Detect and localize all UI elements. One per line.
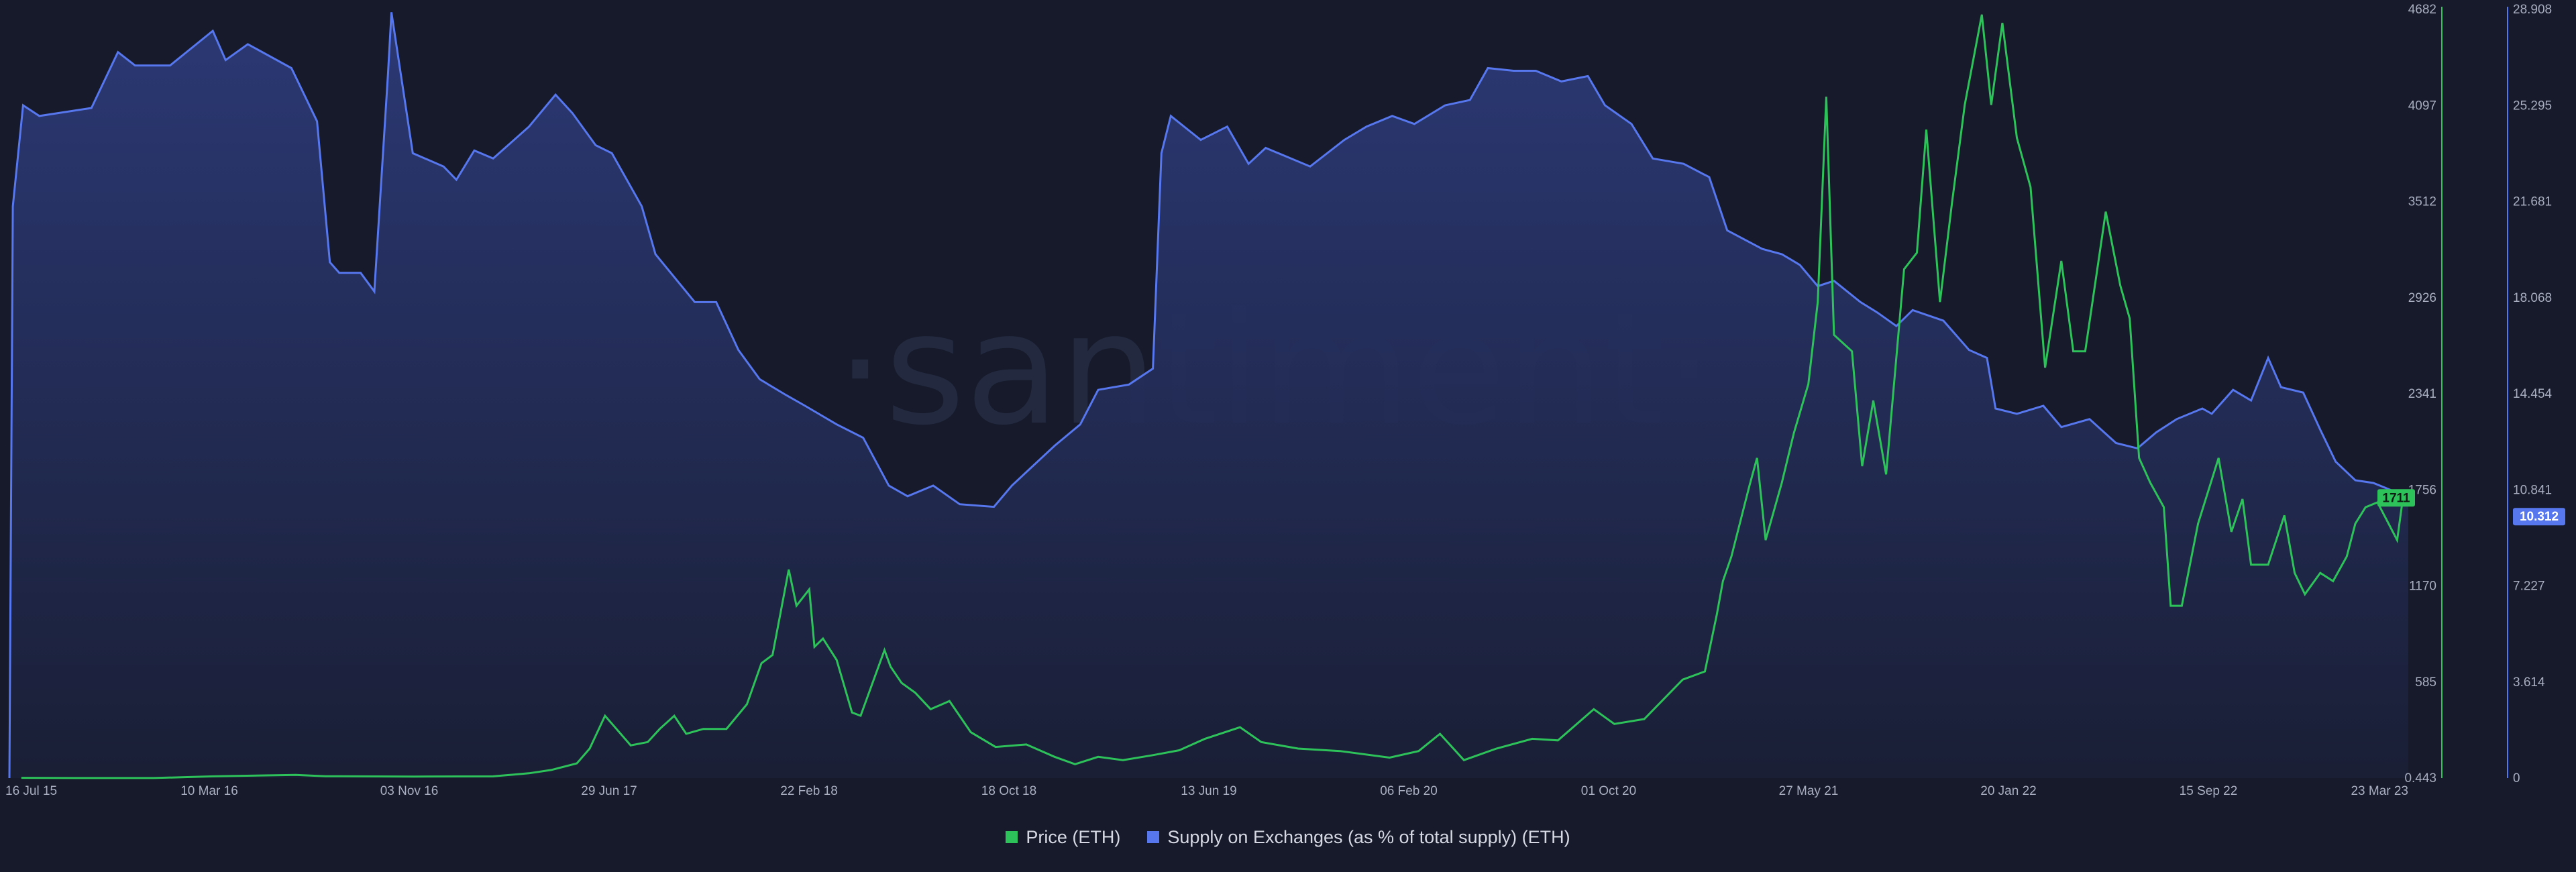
x-axis-tick-label: 10 Mar 16 — [180, 784, 238, 798]
supply-axis-tick-label: 21.681 — [2513, 195, 2552, 209]
price-axis-tick-label: 2926 — [2408, 291, 2436, 305]
price-current-value: 1711 — [2382, 491, 2410, 505]
price-axis-tick-label: 4097 — [2408, 99, 2436, 113]
x-axis-tick-label: 20 Jan 22 — [1980, 784, 2036, 798]
x-axis-tick-label: 16 Jul 15 — [5, 784, 57, 798]
x-axis-tick-label: 23 Mar 23 — [2351, 784, 2408, 798]
legend-swatch-supply — [1147, 831, 1160, 843]
legend-label-price: Price (ETH) — [1026, 826, 1121, 847]
x-axis-tick-label: 22 Feb 18 — [780, 784, 838, 798]
price-axis-tick-label: 1170 — [2409, 580, 2436, 594]
supply-axis-tick-label: 14.454 — [2513, 387, 2553, 401]
price-axis-tick-label: 3512 — [2408, 195, 2436, 209]
x-axis-tick-label: 15 Sep 22 — [2180, 784, 2238, 798]
price-axis-tick-label: 4682 — [2408, 3, 2436, 17]
legend-swatch-price — [1006, 831, 1018, 843]
supply-axis-tick-label: 28.908 — [2513, 3, 2552, 17]
supply-axis-tick-label: 3.614 — [2513, 675, 2545, 690]
legend-item-price[interactable]: Price (ETH) — [1006, 827, 1120, 848]
supply-area — [9, 12, 2408, 778]
supply-axis-tick-label: 18.068 — [2513, 291, 2552, 305]
price-axis-tick-label: 1756 — [2408, 483, 2436, 497]
x-axis-tick-label: 13 Jun 19 — [1181, 784, 1236, 798]
price-axis-tick-label: 585 — [2415, 675, 2436, 690]
chart-legend: Price (ETH) Supply on Exchanges (as % of… — [0, 824, 2576, 851]
x-axis-tick-label: 06 Feb 20 — [1380, 784, 1438, 798]
legend-item-supply[interactable]: Supply on Exchanges (as % of total suppl… — [1147, 827, 1570, 848]
price-axis-tick-label: 0.443 — [2404, 771, 2436, 785]
x-axis-tick-label: 27 May 21 — [1779, 784, 1839, 798]
supply-current-badge — [2513, 508, 2565, 526]
price-line — [21, 14, 2409, 779]
x-axis-tick-label: 29 Jun 17 — [581, 784, 637, 798]
supply-axis-tick-label: 0 — [2513, 771, 2520, 785]
supply-line — [8, 12, 2409, 779]
price-current-badge — [2377, 489, 2415, 507]
supply-axis-tick-label: 7.227 — [2513, 580, 2545, 594]
price-axis-tick-label: 2341 — [2408, 387, 2436, 401]
legend-label-supply: Supply on Exchanges (as % of total suppl… — [1167, 826, 1570, 847]
x-axis-tick-label: 03 Nov 16 — [380, 784, 439, 798]
supply-current-value: 10.312 — [2520, 510, 2559, 524]
supply-axis-tick-label: 10.841 — [2513, 483, 2552, 497]
x-axis-tick-label: 01 Oct 20 — [1581, 784, 1636, 798]
x-axis-tick-label: 18 Oct 18 — [981, 784, 1036, 798]
supply-axis-tick-label: 25.295 — [2513, 99, 2552, 113]
